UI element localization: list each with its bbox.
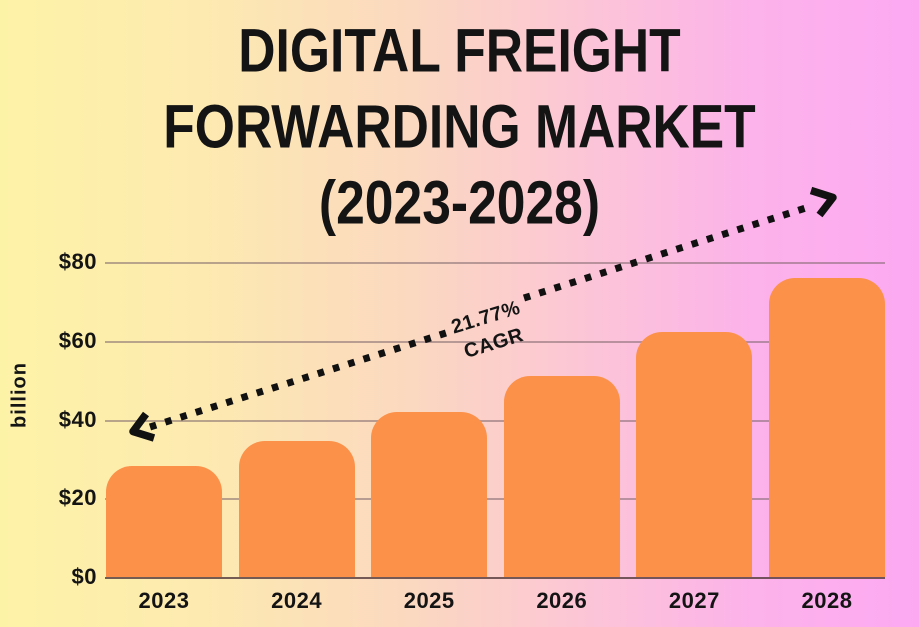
title-line-2: FORWARDING MARKET [163,92,756,161]
gridline-40 [105,419,885,422]
x-tick-label-2025: 2025 [403,588,455,613]
bar-2023 [106,465,222,577]
bar-2026 [503,375,620,577]
x-tick-label-2023: 2023 [138,588,190,613]
gridline-80 [105,262,885,264]
x-tick-label-2026: 2026 [536,588,588,613]
gridline-60 [105,340,885,343]
title-line-1: DIGITAL FREIGHT [238,16,681,85]
x-tick-label-2027: 2027 [668,588,720,613]
y-tick-label-80: $80 [58,249,97,274]
gridline-0 [105,577,885,579]
y-tick-label-0: $0 [71,564,97,589]
bar-2025 [371,411,488,577]
page-title: DIGITAL FREIGHT FORWARDING MARKET (2023-… [0,13,919,241]
title-line-3: (2023-2028) [318,168,601,237]
y-axis-title: billion [8,362,31,428]
gridline-20 [105,498,885,501]
x-tick-label-2024: 2024 [271,588,323,613]
bar-2024 [238,441,355,577]
bar-2028 [769,278,885,577]
bar-2027 [636,331,753,577]
x-tick-label-2028: 2028 [801,588,853,613]
y-tick-label-20: $20 [58,485,97,511]
y-tick-label-40: $40 [58,406,97,432]
y-tick-label-60: $60 [58,327,97,353]
